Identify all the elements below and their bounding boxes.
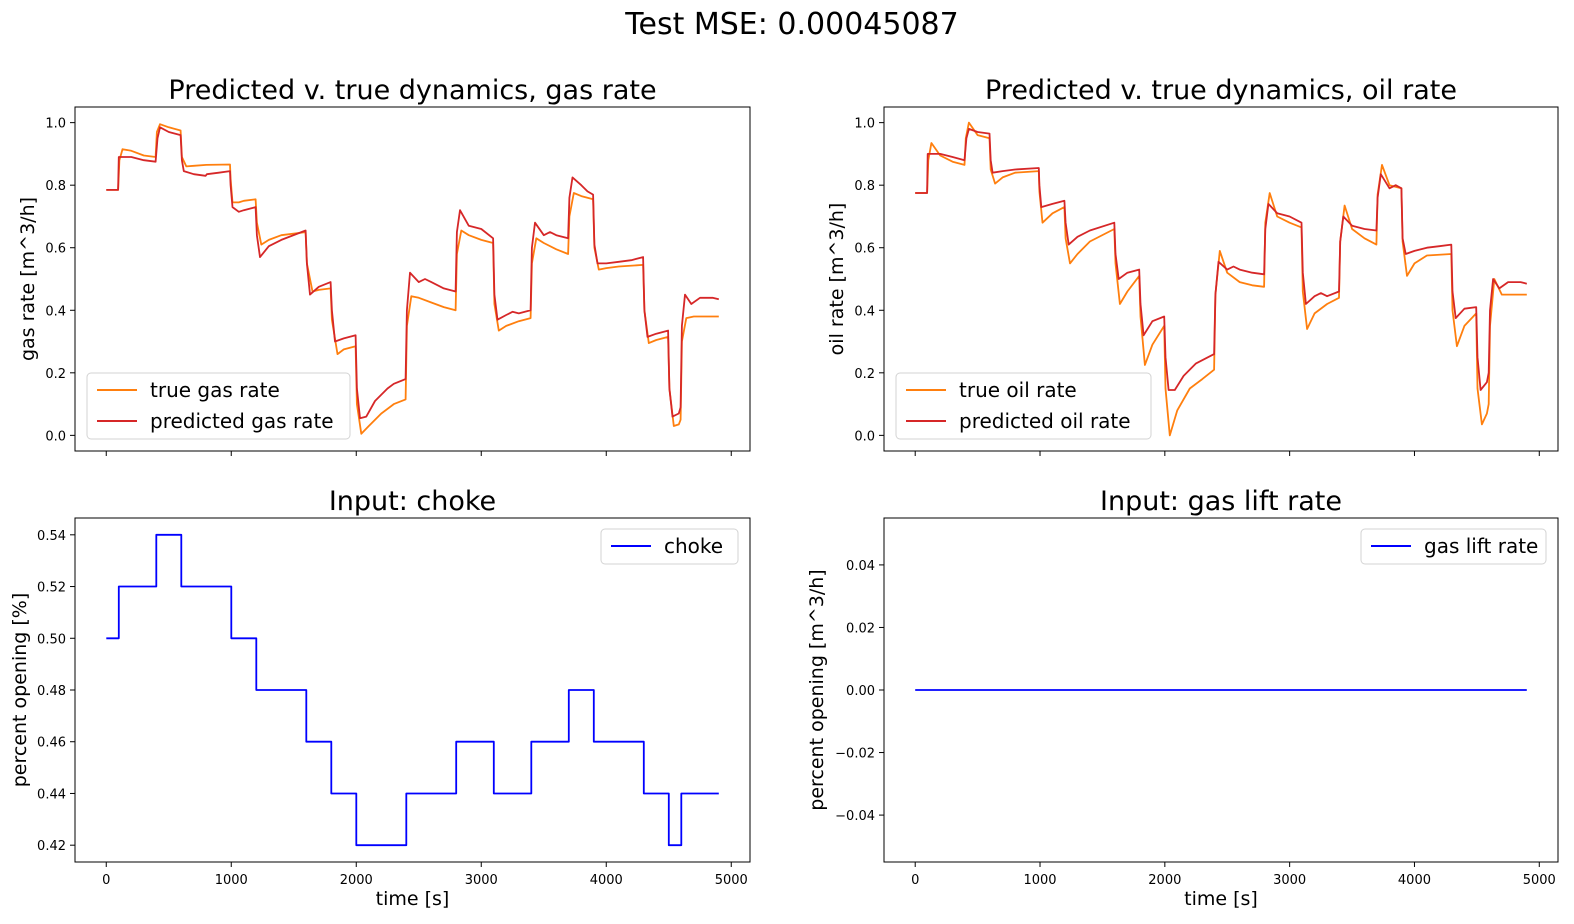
gas-lift-y-tick-label: −0.02 bbox=[835, 747, 875, 762]
choke-y-tick-label: 0.54 bbox=[37, 529, 66, 544]
choke-x-axis-label: time [s] bbox=[376, 888, 450, 910]
gas-lift-x-tick-label: 2000 bbox=[1148, 873, 1181, 888]
oil-rate-legend: true oil rate predicted oil rate bbox=[895, 372, 1152, 440]
oil-rate-y-tick-label: 1.0 bbox=[854, 117, 875, 132]
gas-lift-legend: gas lift rate bbox=[1360, 528, 1547, 565]
oil-rate-series-line-1 bbox=[915, 121, 1527, 437]
gas-rate-y-tick-label: 0.0 bbox=[45, 429, 66, 444]
gas-rate-y-tick-label: 0.6 bbox=[45, 242, 66, 257]
gas-rate-y-tick-label: 0.8 bbox=[45, 179, 66, 194]
gas-lift-legend-box bbox=[1360, 528, 1547, 565]
gas-rate-legend: true gas rate predicted gas rate bbox=[86, 372, 351, 440]
oil-rate-y-tick-label: 0.4 bbox=[854, 304, 875, 319]
gas-lift-legend-entry: gas lift rate bbox=[1424, 534, 1538, 558]
oil-rate-legend-entry: predicted oil rate bbox=[959, 409, 1131, 433]
oil-rate-y-tick-label: 0.0 bbox=[854, 429, 875, 444]
figure-suptitle: Test MSE: 0.00045087 bbox=[624, 7, 958, 42]
choke-y-tick-label: 0.46 bbox=[37, 736, 66, 751]
gas-rate-y-tick-label: 1.0 bbox=[45, 117, 66, 132]
choke-plot-area: 0 1000 2000 3000 4000 5000 0.42 0.44 0.46 0.48 0.5… bbox=[37, 517, 751, 888]
choke-x-tick-label: 1000 bbox=[215, 873, 248, 888]
oil-rate-axes-frame bbox=[883, 106, 1559, 452]
choke-series-line-1 bbox=[106, 533, 719, 847]
gas-lift-panel: Input: gas lift rate percent opening [m^… bbox=[806, 486, 1559, 910]
choke-x-tick-label: 3000 bbox=[465, 873, 498, 888]
choke-panel: Input: choke percent opening [%] time [s… bbox=[9, 486, 751, 910]
gas-rate-y-tick-label: 0.4 bbox=[45, 304, 66, 319]
gas-lift-y-tick-label: 0.02 bbox=[846, 621, 875, 636]
gas-lift-x-axis-label: time [s] bbox=[1184, 888, 1258, 910]
choke-legend-box bbox=[600, 528, 739, 565]
oil-rate-plot-area: 0.0 0.2 0.4 0.6 0.8 1.0 bbox=[854, 106, 1559, 456]
choke-y-tick-label: 0.44 bbox=[37, 787, 66, 802]
oil-rate-y-tick-label: 0.8 bbox=[854, 179, 875, 194]
gas-lift-x-tick-label: 4000 bbox=[1398, 873, 1431, 888]
gas-lift-x-tick-label: 1000 bbox=[1023, 873, 1056, 888]
gas-lift-x-tick-label: 0 bbox=[911, 873, 919, 888]
choke-x-tick-label: 5000 bbox=[715, 873, 748, 888]
oil-rate-y-tick-label: 0.2 bbox=[854, 367, 875, 382]
oil-rate-legend-entry: true oil rate bbox=[959, 378, 1077, 402]
gas-lift-y-tick-label: 0.04 bbox=[846, 559, 875, 574]
choke-y-tick-label: 0.48 bbox=[37, 684, 66, 699]
choke-y-tick-label: 0.50 bbox=[37, 632, 66, 647]
choke-axes-frame bbox=[74, 517, 751, 863]
choke-y-tick-label: 0.42 bbox=[37, 839, 66, 854]
oil-rate-y-axis-label: oil rate [m^3/h] bbox=[826, 203, 848, 356]
choke-x-tick-label: 4000 bbox=[590, 873, 623, 888]
gas-lift-panel-title: Input: gas lift rate bbox=[1100, 486, 1342, 517]
gas-lift-y-axis-label: percent opening [m^3/h] bbox=[806, 569, 828, 810]
gas-rate-legend-entry: predicted gas rate bbox=[150, 409, 334, 433]
gas-rate-legend-box bbox=[86, 372, 351, 440]
choke-legend-entry: choke bbox=[664, 534, 723, 558]
gas-rate-series-line-1 bbox=[106, 123, 719, 435]
oil-rate-series-line-2 bbox=[915, 128, 1528, 391]
oil-rate-y-tick-label: 0.6 bbox=[854, 242, 875, 257]
choke-panel-title: Input: choke bbox=[329, 486, 496, 517]
gas-lift-x-tick-label: 3000 bbox=[1273, 873, 1306, 888]
oil-rate-panel-title: Predicted v. true dynamics, oil rate bbox=[985, 75, 1457, 106]
choke-x-tick-label: 0 bbox=[102, 873, 110, 888]
choke-legend: choke bbox=[600, 528, 739, 565]
gas-rate-legend-entry: true gas rate bbox=[150, 378, 280, 402]
gas-rate-axes-frame bbox=[74, 106, 751, 452]
gas-rate-plot-area: 0.0 0.2 0.4 0.6 0.8 1.0 bbox=[45, 106, 751, 456]
gas-rate-panel: Predicted v. true dynamics, gas rate gas… bbox=[17, 75, 751, 456]
gas-lift-x-tick-label: 5000 bbox=[1523, 873, 1556, 888]
choke-y-tick-label: 0.52 bbox=[37, 581, 66, 596]
gas-rate-series-line-2 bbox=[106, 126, 720, 420]
oil-rate-legend-box bbox=[895, 372, 1152, 440]
gas-lift-y-tick-label: 0.00 bbox=[846, 684, 875, 699]
oil-rate-panel: Predicted v. true dynamics, oil rate oil… bbox=[826, 75, 1559, 456]
choke-x-tick-label: 2000 bbox=[340, 873, 373, 888]
gas-lift-y-tick-label: −0.04 bbox=[835, 809, 875, 824]
gas-rate-y-tick-label: 0.2 bbox=[45, 367, 66, 382]
gas-lift-plot-area: 0 1000 2000 3000 4000 5000 −0.04 −0.02 0.00 0.02 0… bbox=[835, 517, 1559, 888]
choke-y-axis-label: percent opening [%] bbox=[9, 593, 31, 788]
gas-rate-y-axis-label: gas rate [m^3/h] bbox=[17, 197, 39, 361]
gas-rate-panel-title: Predicted v. true dynamics, gas rate bbox=[168, 75, 656, 106]
